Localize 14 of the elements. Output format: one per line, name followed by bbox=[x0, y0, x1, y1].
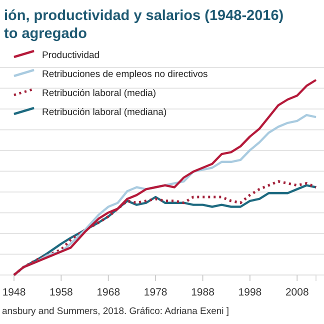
legend-label: Retribución laboral (mediana) bbox=[42, 107, 167, 118]
chart-title: ión, productividad y salarios (1948-2016) bbox=[4, 8, 284, 24]
x-tick-label: 1998 bbox=[238, 286, 262, 299]
text: ansbury and Summers, 2018. Gráfico: Adriana Exeni ] bbox=[2, 306, 230, 317]
legend-label: Retribuciones de empleos no directivos bbox=[42, 69, 208, 80]
x-tick-label: 1958 bbox=[50, 286, 74, 299]
x-tick-label: 1978 bbox=[144, 286, 168, 299]
legend-label: Productividad bbox=[42, 50, 100, 61]
x-tick-label: 1948 bbox=[2, 286, 26, 299]
legend-label: Retribución laboral (media) bbox=[42, 88, 156, 99]
x-tick-label: 1988 bbox=[191, 286, 215, 299]
chart-subtitle: to agregado bbox=[4, 26, 88, 42]
x-tick-label: 2008 bbox=[285, 286, 309, 299]
x-tick-label: 1968 bbox=[96, 286, 120, 299]
